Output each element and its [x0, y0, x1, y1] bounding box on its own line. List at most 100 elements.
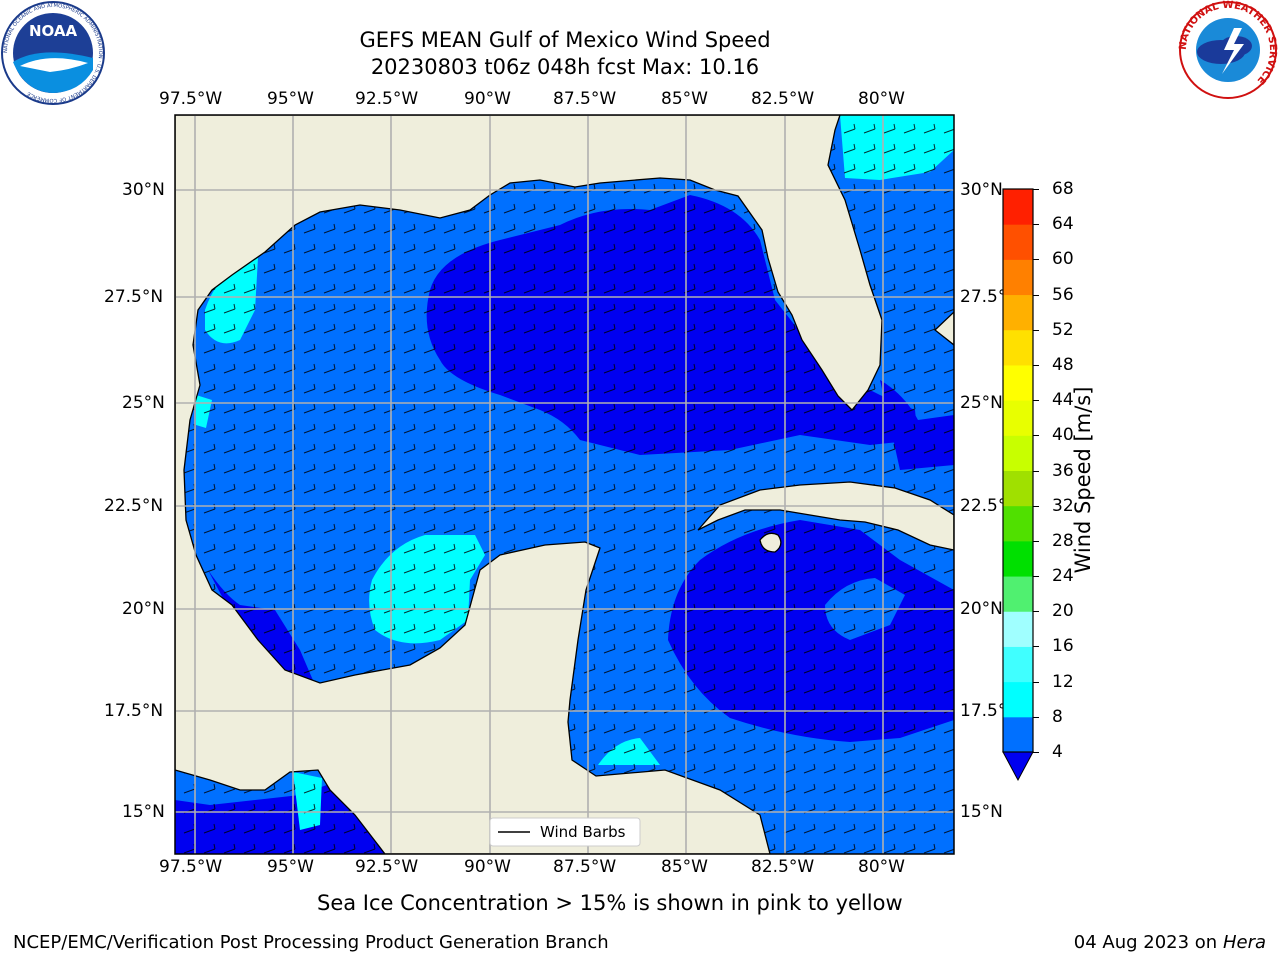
colorbar-segment	[1003, 716, 1033, 753]
colorbar-tick-mark	[1033, 646, 1039, 648]
colorbar-tick-label: 24	[1052, 566, 1074, 587]
colorbar-tick-label: 52	[1052, 319, 1074, 340]
colorbar-tick-label: 12	[1052, 671, 1074, 692]
colorbar-tick-mark	[1033, 681, 1039, 683]
land-bahamas-andros	[934, 311, 954, 346]
colorbar-tick-label: 56	[1052, 284, 1074, 305]
lon-tick-bottom: 92.5°W	[355, 857, 419, 877]
colorbar-segment	[1003, 294, 1033, 331]
colorbar-tick-label: 20	[1052, 601, 1074, 622]
graticule	[175, 115, 954, 854]
colorbar-tick-label: 60	[1052, 249, 1074, 270]
colorbar-tick-mark	[1033, 294, 1039, 296]
colorbar-segment	[1003, 435, 1033, 471]
colorbar-segment	[1003, 576, 1033, 612]
lon-tick-bottom: 85°W	[661, 857, 708, 877]
colorbar-tick-label: 8	[1052, 706, 1063, 727]
colorbar-segment	[1003, 611, 1033, 647]
colorbar-segment	[1003, 681, 1033, 718]
footer-branch: NCEP/EMC/Verification Post Processing Pr…	[13, 932, 609, 953]
noaa-logo: NOAA NATIONAL OCEANIC AND ATMOSPHERIC AD…	[1, 1, 105, 105]
lon-tick-bottom: 97.5°W	[159, 857, 223, 877]
colorbar-segment	[1003, 540, 1033, 577]
legend-label: Wind Barbs	[540, 823, 626, 841]
lon-tick-top: 95°W	[267, 89, 314, 109]
colorbar-tick-mark	[1033, 224, 1039, 226]
lat-tick-left: 25°N	[122, 393, 165, 413]
colorbar-tick-mark	[1033, 435, 1039, 437]
colorbar-tick-label: 48	[1052, 354, 1074, 375]
colorbar-segment	[1003, 646, 1033, 683]
lat-tick-right: 30°N	[960, 180, 1003, 200]
lon-tick-top: 82.5°W	[751, 89, 815, 109]
colorbar-segment	[1003, 505, 1033, 542]
chart-title-line1: GEFS MEAN Gulf of Mexico Wind Speed	[359, 28, 771, 52]
footer-date: 04 Aug 2023 on Hera	[1074, 932, 1266, 953]
lon-tick-bottom: 87.5°W	[553, 857, 617, 877]
colorbar-tick-mark	[1033, 716, 1039, 718]
colorbar-tick-mark	[1033, 752, 1039, 753]
colorbar-segment	[1003, 400, 1033, 436]
colorbar-segment	[1003, 364, 1033, 401]
land-isla-juventud	[759, 532, 782, 553]
colorbar-tick-mark	[1033, 189, 1039, 190]
colorbar-segment	[1003, 259, 1033, 296]
lon-tick-top: 87.5°W	[553, 89, 617, 109]
lon-tick-top: 90°W	[464, 89, 511, 109]
map-frame	[174, 114, 955, 855]
colorbar-tick-mark	[1033, 400, 1039, 402]
footer-date-text: 04 Aug 2023 on	[1073, 932, 1218, 953]
colorbar-tick-label: 40	[1052, 425, 1074, 446]
colorbar-tick-mark	[1033, 576, 1039, 578]
lat-tick-left: 22.5°N	[104, 496, 164, 516]
lon-tick-top: 92.5°W	[355, 89, 419, 109]
lat-tick-left: 20°N	[122, 599, 165, 619]
footer-machine: Hera	[1222, 932, 1266, 953]
map-area	[175, 115, 954, 854]
nws-logo: NATIONAL WEATHER SERVICE	[1178, 0, 1278, 99]
colorbar-tick-mark	[1033, 364, 1039, 366]
land-us-mexico	[175, 115, 883, 854]
colorbar-segment	[1003, 329, 1033, 366]
land-masses	[175, 115, 954, 854]
lat-tick-left: 27.5°N	[104, 287, 164, 307]
colorbar-tick-mark	[1033, 470, 1039, 472]
lat-tick-left: 15°N	[122, 802, 165, 822]
lat-tick-right: 20°N	[960, 599, 1003, 619]
colorbar-segment	[1003, 189, 1033, 225]
lat-tick-right: 25°N	[960, 393, 1003, 413]
colorbar-tick-label: 64	[1052, 214, 1074, 235]
lon-tick-top: 85°W	[661, 89, 708, 109]
colorbar-tick-label: 36	[1052, 460, 1074, 481]
colorbar-label: Wind Speed [m/s]	[1071, 386, 1095, 574]
colorbar-segment	[1003, 224, 1033, 260]
colorbar-tick-label: 44	[1052, 390, 1074, 411]
colorbar-tick-mark	[1033, 540, 1039, 542]
legend: Wind Barbs	[489, 817, 641, 847]
lon-tick-bottom: 95°W	[267, 857, 314, 877]
lon-tick-top: 97.5°W	[159, 89, 223, 109]
colorbar-tick-mark	[1033, 259, 1039, 261]
colorbar-tick-label: 32	[1052, 495, 1074, 516]
lat-tick-left: 30°N	[122, 180, 165, 200]
colorbar-tick-label: 28	[1052, 530, 1074, 551]
colorbar-tick-label: 4	[1052, 742, 1063, 762]
colorbar-extend-arrow	[1002, 751, 1034, 782]
chart-title-line2: 20230803 t06z 048h fcst Max: 10.16	[370, 55, 760, 79]
colorbar-tick-label: 68	[1052, 179, 1074, 199]
lon-tick-bottom: 82.5°W	[751, 857, 815, 877]
sea-ice-note: Sea Ice Concentration > 15% is shown in …	[317, 891, 903, 915]
colorbar-tick-label: 16	[1052, 636, 1074, 657]
colorbar-tick-mark	[1033, 611, 1039, 613]
lon-tick-bottom: 80°W	[858, 857, 905, 877]
lat-tick-left: 17.5°N	[104, 701, 164, 721]
land-cuba	[697, 481, 954, 551]
colorbar-tick-mark	[1033, 505, 1039, 507]
noaa-logo-text: NOAA	[29, 22, 78, 40]
colorbar-segment	[1003, 470, 1033, 507]
lon-tick-top: 80°W	[858, 89, 905, 109]
lon-tick-bottom: 90°W	[464, 857, 511, 877]
colorbar	[1002, 188, 1034, 782]
colorbar-tick-mark	[1033, 329, 1039, 331]
